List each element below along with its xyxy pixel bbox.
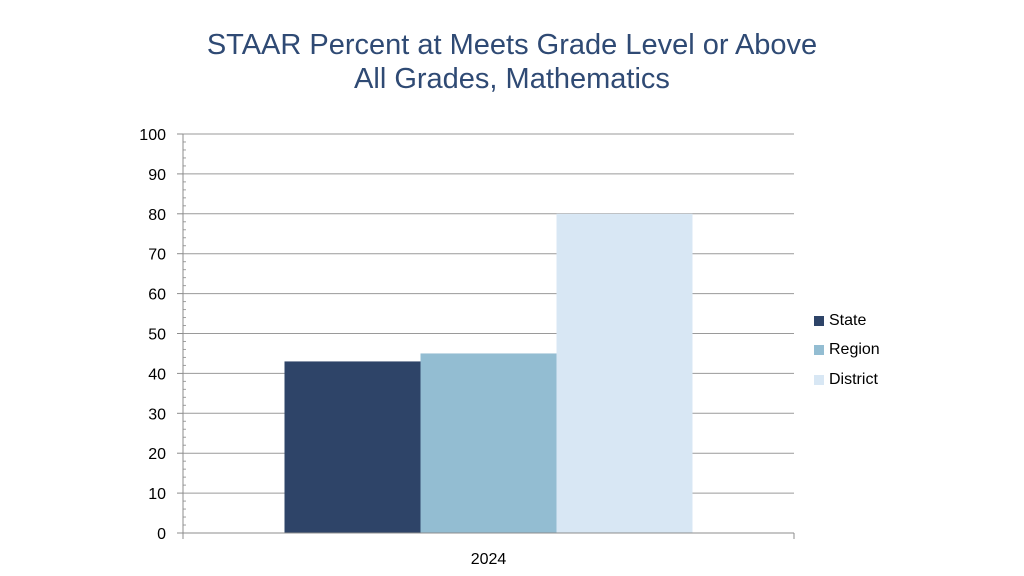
y-tick-label: 10 [148, 486, 166, 503]
y-tick-labels: 0 10 20 30 40 50 60 70 80 90 100 [139, 127, 166, 543]
axes [177, 133, 795, 539]
y-tick-label: 40 [148, 366, 166, 383]
bar-state-2024 [284, 361, 421, 533]
bar-district-2024 [556, 213, 693, 534]
x-tick-label: 2024 [471, 551, 507, 568]
legend-swatch [814, 345, 824, 356]
x-tick-labels: 2024 [471, 551, 507, 568]
y-tick-label: 100 [139, 127, 166, 144]
y-tick-label: 50 [148, 327, 166, 344]
chart-title-line-1: STAAR Percent at Meets Grade Level or Ab… [206, 29, 818, 61]
legend-item-region: Region [814, 336, 880, 366]
chart-title-line-2: All Grades, Mathematics [354, 63, 670, 95]
bar-region-2024 [420, 353, 557, 533]
legend-label: State [829, 311, 867, 329]
legend-label: Region [829, 341, 880, 359]
y-tick-label: 60 [148, 287, 166, 304]
y-tick-label: 20 [148, 446, 166, 463]
legend-label: District [829, 370, 878, 388]
y-tick-label: 0 [157, 526, 166, 543]
legend-swatch [814, 374, 824, 385]
legend-swatch [814, 315, 824, 326]
legend-item-district: District [814, 365, 880, 395]
y-tick-label: 30 [148, 406, 166, 423]
y-tick-label: 90 [148, 167, 166, 184]
legend-item-state: State [814, 306, 880, 336]
y-tick-label: 70 [148, 247, 166, 264]
bars [284, 213, 693, 534]
y-tick-label: 80 [148, 207, 166, 224]
chart-title: STAAR Percent at Meets Grade Level or Ab… [0, 28, 1024, 96]
legend: State Region District [814, 306, 880, 395]
